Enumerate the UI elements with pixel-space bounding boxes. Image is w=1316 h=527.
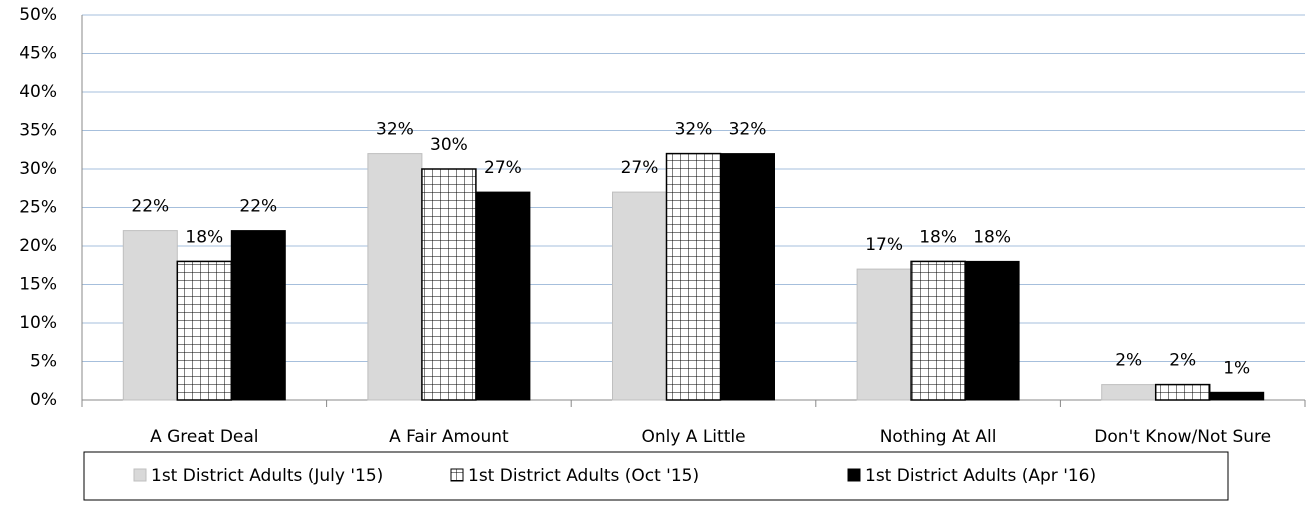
data-label: 17% xyxy=(865,235,903,255)
y-tick-label: 10% xyxy=(19,313,57,333)
y-tick-label: 50% xyxy=(19,5,57,25)
legend-label: 1st District Adults (Oct '15) xyxy=(468,466,699,486)
bar xyxy=(856,268,912,401)
bar xyxy=(421,168,477,401)
y-tick-label: 30% xyxy=(19,159,57,179)
bar xyxy=(964,260,1020,401)
legend-label: 1st District Adults (July '15) xyxy=(151,466,383,486)
y-tick-label: 35% xyxy=(19,121,57,141)
bar xyxy=(176,260,233,401)
data-label: 2% xyxy=(1115,351,1142,371)
x-tick-label: A Great Deal xyxy=(150,427,258,447)
data-label: 18% xyxy=(185,227,223,247)
bar xyxy=(1154,383,1211,401)
legend-label: 1st District Adults (Apr '16) xyxy=(865,466,1096,486)
data-label: 32% xyxy=(376,120,414,140)
x-tick-label: Nothing At All xyxy=(880,427,997,447)
data-label: 27% xyxy=(484,158,522,178)
legend-box xyxy=(83,451,1229,501)
bar xyxy=(367,153,423,401)
x-tick-label: Only A Little xyxy=(641,427,745,447)
data-label: 1% xyxy=(1223,358,1250,378)
data-label: 30% xyxy=(430,135,468,155)
bar xyxy=(475,191,531,401)
y-tick-label: 45% xyxy=(19,44,57,64)
bar xyxy=(230,230,286,401)
bar xyxy=(665,152,722,401)
y-tick-label: 5% xyxy=(30,352,57,372)
legend-swatch xyxy=(450,468,464,482)
data-label: 18% xyxy=(973,227,1011,247)
bar xyxy=(122,230,178,401)
data-label: 27% xyxy=(621,158,659,178)
data-label: 32% xyxy=(729,120,767,140)
x-tick-label: Don't Know/Not Sure xyxy=(1094,427,1271,447)
data-label: 22% xyxy=(131,197,169,217)
data-label: 2% xyxy=(1169,351,1196,371)
legend-swatch xyxy=(133,468,147,482)
data-label: 32% xyxy=(675,120,713,140)
y-tick-label: 0% xyxy=(30,390,57,410)
bar xyxy=(1101,384,1157,401)
y-tick-label: 40% xyxy=(19,82,57,102)
y-tick-label: 20% xyxy=(19,236,57,256)
bar xyxy=(1209,391,1265,401)
bar xyxy=(612,191,667,401)
bar xyxy=(910,260,966,401)
y-tick-label: 25% xyxy=(19,198,57,218)
legend-swatch xyxy=(847,468,861,482)
data-label: 18% xyxy=(919,227,957,247)
x-tick-label: A Fair Amount xyxy=(389,427,509,447)
data-label: 22% xyxy=(239,197,277,217)
bar xyxy=(720,153,775,401)
y-tick-label: 15% xyxy=(19,275,57,295)
